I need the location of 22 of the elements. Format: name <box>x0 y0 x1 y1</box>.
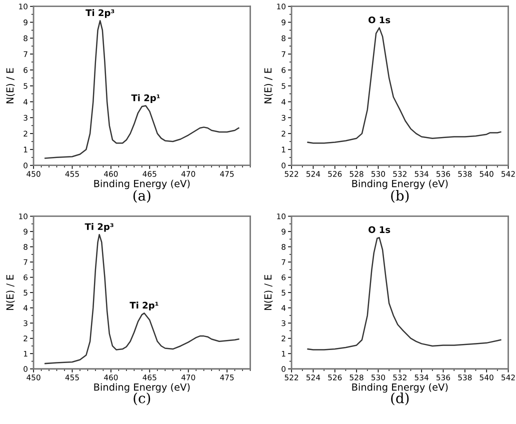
y-axis-title: N(E) / E <box>264 68 273 104</box>
annotation: Ti 2p¹ <box>131 94 160 103</box>
text: (b) <box>391 190 409 203</box>
annotation: O 1s <box>368 226 390 234</box>
y-axis-title: N(E) / E <box>6 68 15 104</box>
y-axis-title: N(E) / E <box>264 274 273 310</box>
text: (d) <box>391 392 409 406</box>
annotation: Ti 2p³ <box>84 223 114 232</box>
line-series <box>307 236 502 350</box>
line-series <box>44 234 240 364</box>
x-axis-title: Binding Energy (eV) <box>94 383 190 393</box>
text: (a) <box>133 190 150 203</box>
line-series <box>44 20 240 159</box>
annotation: Ti 2p¹ <box>130 302 158 310</box>
annotation: Ti 2p³ <box>86 9 114 18</box>
x-axis-title: Binding Energy (eV) <box>352 180 448 190</box>
annotation: O 1s <box>368 16 390 24</box>
text: (c) <box>134 392 150 406</box>
y-axis-title: N(E) / E <box>6 274 15 310</box>
line-series <box>307 27 502 144</box>
x-axis-title: Binding Energy (eV) <box>352 383 448 393</box>
x-axis-title: Binding Energy (eV) <box>94 180 190 190</box>
